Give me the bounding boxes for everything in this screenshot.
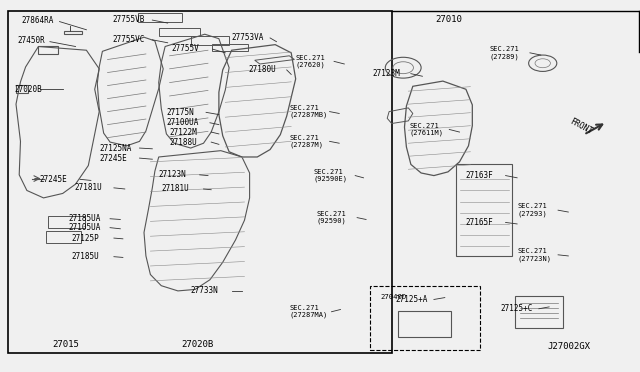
Bar [8,11,392,353]
Text: 27010: 27010 [435,15,462,24]
Text: SEC.271
(92590E): SEC.271 (92590E) [314,169,348,182]
Text: 27020B: 27020B [181,340,213,349]
Bar [212,44,248,51]
Text: 27125P: 27125P [72,234,99,243]
Text: 27185UA: 27185UA [68,214,101,223]
Bar [46,231,81,243]
Text: 27450R: 27450R [17,36,45,45]
Text: 27020B: 27020B [14,85,42,94]
Bar [48,216,85,228]
Text: 27245E: 27245E [99,154,127,163]
Text: 27180U: 27180U [248,65,276,74]
Text: 27755VB: 27755VB [112,15,145,24]
Text: 27125+A: 27125+A [396,295,428,304]
Bar [515,296,563,328]
Text: 27181U: 27181U [75,183,102,192]
Text: 27864RA: 27864RA [21,16,54,25]
Text: 27165F: 27165F [466,218,493,227]
Text: 27125+C: 27125+C [500,304,533,313]
Text: 27755V: 27755V [172,44,199,53]
Text: SEC.271
(27620): SEC.271 (27620) [296,55,325,68]
Text: 27733N: 27733N [191,286,218,295]
Text: SEC.271
(27723N): SEC.271 (27723N) [517,248,551,262]
Bar [159,28,200,36]
Bar [456,164,512,256]
Text: 27040D: 27040D [381,294,407,300]
Text: SEC.271
(27611M): SEC.271 (27611M) [410,123,444,136]
Bar [398,311,451,337]
Text: 27163F: 27163F [466,171,493,180]
Text: SEC.271
(27287MB): SEC.271 (27287MB) [289,105,328,118]
Bar [138,13,182,22]
Text: 27122M: 27122M [170,128,197,137]
Text: J27002GX: J27002GX [547,342,590,351]
Bar [38,46,58,54]
Text: 27185U: 27185U [72,252,99,261]
Text: 27753VA: 27753VA [232,33,264,42]
Bar [370,286,480,350]
Bar [16,85,28,93]
Text: SEC.271
(27289): SEC.271 (27289) [490,46,519,60]
Text: 27188U: 27188U [170,138,197,147]
Text: 27175N: 27175N [166,108,194,117]
Text: SEC.271
(27293): SEC.271 (27293) [517,203,547,217]
Text: 27123M: 27123M [372,69,400,78]
Bar [191,36,229,45]
Text: SEC.271
(92590): SEC.271 (92590) [317,211,346,224]
Text: SEC.271
(27287M): SEC.271 (27287M) [289,135,323,148]
Text: 27100UA: 27100UA [166,118,199,127]
Text: 27105UA: 27105UA [68,223,101,232]
Text: 27123N: 27123N [159,170,186,179]
Text: FRONT: FRONT [568,117,594,136]
Text: 27245E: 27245E [40,175,67,184]
Text: SEC.271
(27287MA): SEC.271 (27287MA) [289,305,328,318]
Text: 27755VC: 27755VC [112,35,145,44]
Text: 27015: 27015 [52,340,79,349]
Text: 27181U: 27181U [162,185,189,193]
Text: 27125NA: 27125NA [99,144,132,153]
